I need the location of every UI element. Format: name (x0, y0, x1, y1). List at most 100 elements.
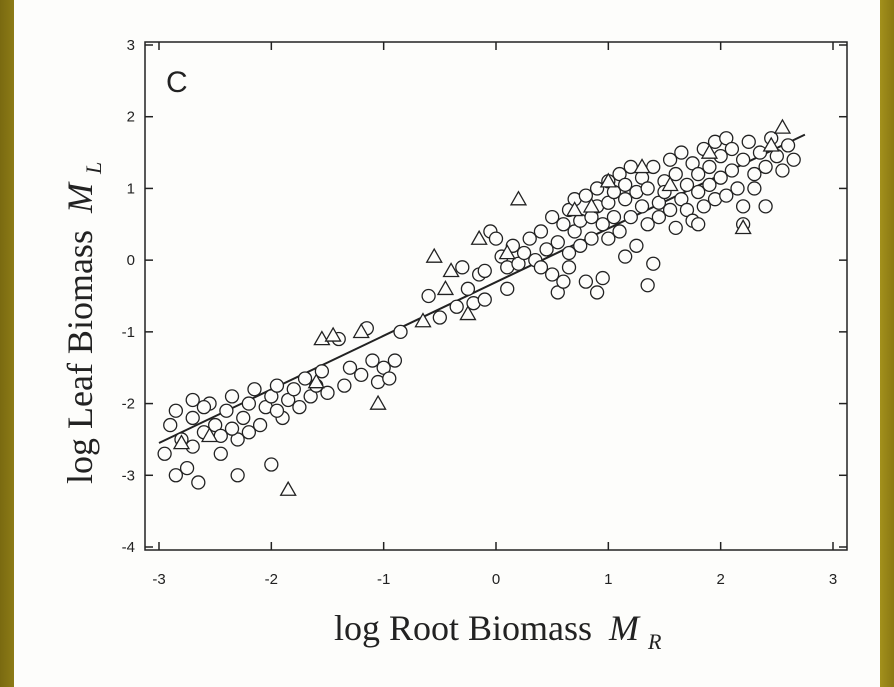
circle-point (584, 231, 599, 246)
circle-point (623, 209, 638, 225)
circle-point (595, 217, 610, 232)
circle-point (387, 353, 403, 368)
circle-point (741, 134, 756, 149)
circle-point (668, 166, 683, 182)
x-axis-title-text: log Root Biomass (334, 608, 592, 648)
y-tick-label: 3 (127, 37, 135, 54)
circle-point (618, 249, 633, 264)
circle-point (612, 224, 627, 239)
circle-point (191, 475, 206, 490)
circle-point (696, 199, 711, 214)
circle-point (646, 256, 661, 271)
circle-point (163, 417, 178, 433)
circle-point (533, 260, 549, 275)
x-tick-label: -1 (377, 571, 390, 588)
circle-point (662, 202, 678, 218)
triangle-point (414, 312, 432, 328)
circle-point (157, 446, 172, 461)
circle-point (292, 400, 307, 415)
circle-point (702, 177, 717, 192)
circle-point (691, 217, 706, 232)
y-tick-label: 1 (127, 180, 135, 197)
circle-point (618, 177, 633, 192)
triangle-point (566, 201, 584, 217)
triangle-point (599, 172, 617, 188)
triangle-point (436, 280, 455, 296)
triangle-point (442, 262, 460, 278)
y-axis-title-subscript: L (81, 162, 106, 175)
circle-point (780, 138, 796, 153)
circle-point (247, 382, 262, 397)
y-tick-label: 0 (127, 252, 135, 269)
y-tick-label: -4 (122, 539, 135, 556)
circle-point (640, 217, 655, 232)
axis-ticks: -3 -2 -1 0 1 2 3 -4 -3 -2 -1 0 1 2 3 (122, 37, 847, 588)
plot-area-border (144, 41, 848, 551)
circle-point (185, 392, 200, 408)
circle-point (601, 231, 616, 246)
circle-point (758, 159, 773, 175)
triangle-point (459, 305, 477, 321)
circle-point (477, 263, 492, 279)
triangle-point (633, 158, 651, 174)
circle-point (185, 410, 200, 426)
circle-point (556, 217, 571, 232)
circle-point (561, 245, 577, 261)
x-tick-label: 1 (604, 571, 612, 588)
data-points (157, 118, 801, 496)
circle-point (382, 371, 397, 386)
x-axis-title-symbol: M (608, 608, 641, 648)
triangle-point (200, 427, 219, 443)
circle-point (432, 310, 447, 325)
circle-point (354, 367, 369, 383)
circle-point (550, 235, 565, 250)
circle-point (724, 141, 740, 157)
y-tick-label: -2 (122, 396, 135, 413)
y-axis-title-symbol: M (60, 181, 100, 214)
triangle-point (661, 176, 679, 192)
circle-point (449, 299, 464, 314)
circle-point (269, 378, 285, 393)
circle-point (589, 181, 605, 196)
y-axis-title-text: log Leaf Biomass (60, 230, 100, 484)
circle-point (618, 192, 633, 207)
triangle-point (172, 434, 191, 450)
circle-point (786, 152, 801, 167)
circle-point (337, 378, 352, 393)
scatter-chart: -3 -2 -1 0 1 2 3 -4 -3 -2 -1 0 1 2 3 C log Root Biomas… (60, 37, 848, 654)
circle-point (477, 292, 492, 307)
circle-point (702, 159, 717, 175)
circle-point (747, 166, 762, 182)
circle-point (545, 209, 560, 225)
circle-point (522, 231, 537, 246)
circle-point (421, 288, 436, 304)
y-axis-title: log Leaf Biomass M L (60, 162, 106, 484)
circle-point (573, 238, 588, 253)
circle-point (775, 163, 790, 178)
triangle-point (582, 197, 601, 213)
x-axis-title: log Root Biomass M R (334, 608, 662, 654)
circle-point (168, 468, 184, 483)
circle-point (455, 260, 470, 275)
circle-point (230, 468, 245, 483)
circle-point (297, 371, 313, 386)
circle-point (691, 166, 706, 182)
figure-frame: -3 -2 -1 0 1 2 3 -4 -3 -2 -1 0 1 2 3 C log Root Biomas… (14, 0, 880, 687)
circle-point (561, 260, 577, 275)
circle-point (589, 285, 605, 300)
triangle-point (307, 373, 325, 389)
circle-point (640, 278, 655, 293)
circle-point (264, 457, 279, 472)
circle-point (219, 403, 234, 418)
circle-point (320, 385, 335, 400)
circle-point (241, 396, 257, 411)
circle-point (735, 152, 751, 167)
circle-point (393, 324, 408, 340)
circle-point (674, 145, 689, 160)
triangle-point (509, 190, 528, 206)
circle-point (488, 231, 504, 246)
circle-point (545, 267, 560, 282)
x-axis-title-subscript: R (647, 629, 662, 654)
circle-point (213, 446, 228, 461)
x-tick-label: 3 (829, 571, 837, 588)
